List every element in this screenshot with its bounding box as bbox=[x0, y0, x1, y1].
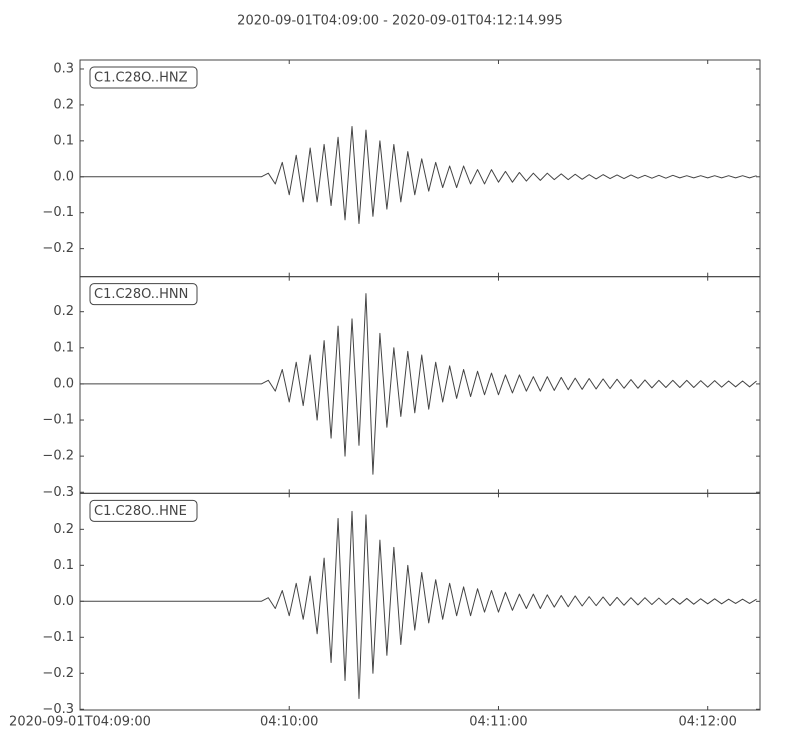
x-tick-label: 04:10:00 bbox=[260, 715, 318, 730]
y-tick-label: 0.2 bbox=[53, 97, 74, 112]
x-tick-label: 2020-09-01T04:09:00 bbox=[9, 715, 151, 730]
y-tick-label: 0.0 bbox=[53, 594, 74, 609]
y-tick-label: −0.2 bbox=[42, 241, 74, 256]
y-tick-label: −0.2 bbox=[42, 449, 74, 464]
panel-frame bbox=[79, 492, 761, 711]
chart-title: 2020-09-01T04:09:00 - 2020-09-01T04:12:1… bbox=[237, 14, 563, 29]
y-tick-label: 0.1 bbox=[53, 133, 74, 148]
trace-label-box bbox=[89, 499, 198, 522]
y-tick-label: 0.2 bbox=[53, 522, 74, 537]
y-tick-label: −0.1 bbox=[42, 205, 74, 220]
trace-label-box bbox=[89, 66, 198, 89]
trace-label: C1.C28O..HNE bbox=[94, 504, 187, 519]
trace-label-box bbox=[89, 283, 198, 306]
y-tick-label: 0.1 bbox=[53, 558, 74, 573]
y-tick-label: 0.0 bbox=[53, 376, 74, 391]
trace-label: C1.C28O..HNZ bbox=[94, 71, 188, 86]
x-tick-label: 04:12:00 bbox=[679, 715, 737, 730]
waveform bbox=[80, 510, 757, 699]
y-tick-label: −0.3 bbox=[42, 485, 74, 500]
y-tick-label: −0.2 bbox=[42, 666, 74, 681]
y-tick-label: −0.3 bbox=[42, 702, 74, 717]
y-tick-label: −0.1 bbox=[42, 630, 74, 645]
panel-frame bbox=[79, 276, 761, 494]
y-tick-label: 0.1 bbox=[53, 340, 74, 355]
y-tick-label: 0.0 bbox=[53, 169, 74, 184]
waveform bbox=[80, 125, 757, 224]
y-tick-label: −0.1 bbox=[42, 413, 74, 428]
y-tick-label: 0.3 bbox=[53, 61, 74, 76]
y-tick-label: 0.2 bbox=[53, 304, 74, 319]
x-tick-label: 04:11:00 bbox=[469, 715, 527, 730]
waveform bbox=[80, 293, 757, 475]
trace-label: C1.C28O..HNN bbox=[94, 287, 188, 302]
